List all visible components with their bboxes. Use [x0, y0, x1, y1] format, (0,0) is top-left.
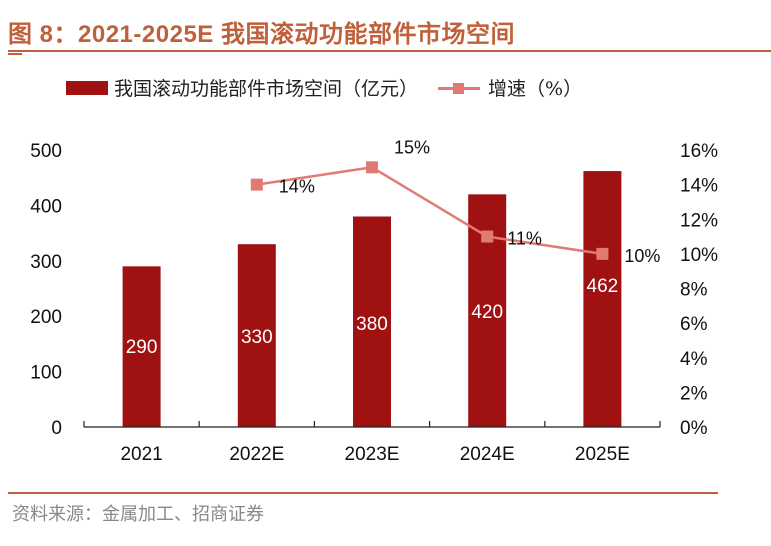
legend-bar-swatch: [66, 80, 108, 95]
growth-line: [256, 166, 603, 256]
source-note: 资料来源：金属加工、招商证券: [12, 504, 264, 525]
y-right-tick-label: 2%: [680, 383, 708, 404]
bar-2021: [122, 266, 161, 427]
y-left-tick-label: 300: [30, 252, 62, 273]
source-divider: [8, 492, 718, 494]
legend-line-swatch: [438, 81, 481, 95]
growth-marker-2023E: [366, 161, 378, 174]
x-tick-label: 2024E: [460, 444, 515, 465]
x-tick-label: 2021: [120, 444, 162, 465]
chart-title: 图 8：2021-2025E 我国滚动功能部件市场空间: [8, 21, 515, 48]
growth-marker-2025E: [596, 247, 609, 260]
y-right-tick-label: 16%: [680, 141, 718, 162]
y-right-tick-label: 8%: [680, 280, 708, 301]
title-divider: [8, 50, 771, 52]
title-accent: [8, 53, 22, 55]
y-left-tick-label: 100: [30, 363, 62, 384]
growth-data-label: 15%: [394, 137, 430, 157]
bar-data-label: 290: [126, 337, 158, 358]
legend-line-label: 增速（%）: [488, 78, 583, 100]
y-left-tick-label: 500: [30, 141, 62, 162]
bar-data-label: 380: [356, 314, 388, 335]
growth-data-label: 11%: [507, 229, 542, 249]
growth-data-label: 14%: [279, 177, 315, 197]
bar-2023E: [353, 216, 391, 427]
x-tick-label: 2025E: [575, 444, 630, 465]
y-right-tick-label: 0%: [680, 418, 708, 439]
y-left-tick-label: 400: [30, 196, 62, 217]
y-right-tick-label: 6%: [680, 314, 708, 335]
y-left-tick-label: 0: [51, 418, 62, 439]
y-right-tick-label: 10%: [680, 245, 718, 266]
x-tick-label: 2023E: [345, 444, 400, 465]
y-right-tick-label: 4%: [680, 349, 708, 370]
legend-bar-label: 我国滚动功能部件市场空间（亿元）: [114, 78, 419, 100]
bar-data-label: 462: [587, 276, 619, 297]
y-right-tick-label: 12%: [680, 210, 718, 231]
growth-marker-2022E: [250, 178, 263, 191]
bar-2025E: [583, 171, 622, 427]
bar-2022E: [237, 244, 276, 427]
growth-data-label: 10%: [624, 246, 660, 266]
y-left-tick-label: 200: [30, 307, 62, 328]
x-tick-label: 2022E: [229, 444, 284, 465]
growth-marker-2024E: [481, 230, 494, 243]
y-right-tick-label: 14%: [680, 176, 718, 197]
bar-data-label: 420: [471, 302, 503, 323]
bar-data-label: 330: [241, 327, 273, 348]
legend: 我国滚动功能部件市场空间（亿元） 增速（%）: [66, 74, 588, 101]
